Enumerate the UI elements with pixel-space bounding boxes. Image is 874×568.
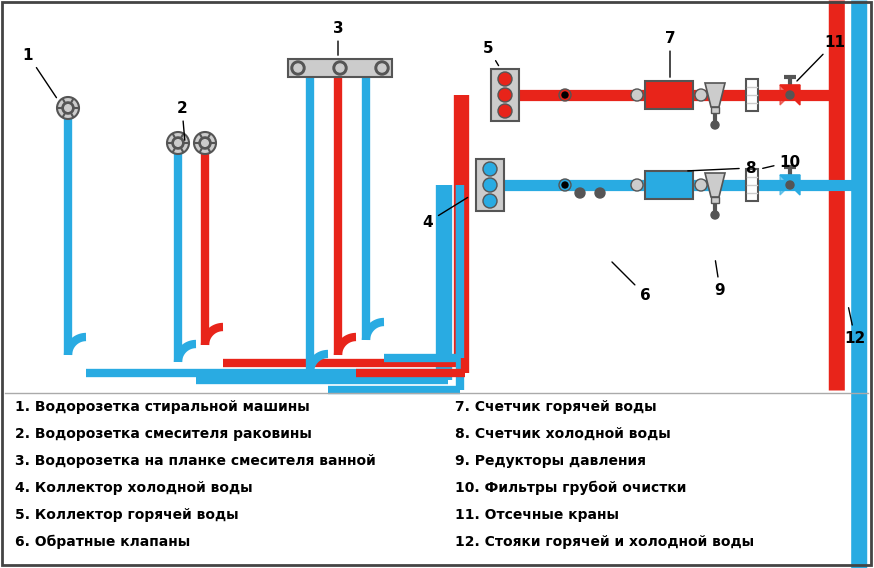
Text: 10. Фильтры грубой очистки: 10. Фильтры грубой очистки: [455, 481, 686, 495]
Circle shape: [333, 61, 347, 75]
Bar: [711, 197, 719, 203]
Polygon shape: [705, 173, 725, 197]
Circle shape: [483, 178, 497, 192]
Circle shape: [172, 137, 184, 149]
Circle shape: [175, 140, 181, 147]
Polygon shape: [780, 175, 800, 195]
Circle shape: [336, 64, 344, 72]
Circle shape: [562, 92, 568, 98]
Circle shape: [378, 64, 386, 72]
Bar: [476, 159, 504, 211]
Bar: [288, 59, 392, 77]
Text: 9. Редукторы давления: 9. Редукторы давления: [455, 454, 646, 468]
Text: 5: 5: [482, 40, 498, 66]
Circle shape: [786, 91, 794, 99]
Polygon shape: [780, 85, 800, 105]
Polygon shape: [780, 85, 800, 105]
Circle shape: [291, 61, 305, 75]
Bar: [491, 69, 519, 121]
Circle shape: [575, 188, 585, 198]
Circle shape: [294, 64, 302, 72]
Text: 4: 4: [423, 198, 468, 229]
Text: 6. Обратные клапаны: 6. Обратные клапаны: [15, 535, 191, 549]
Text: 6: 6: [612, 262, 650, 303]
Circle shape: [631, 179, 643, 191]
Text: 11. Отсечные краны: 11. Отсечные краны: [455, 508, 619, 522]
Circle shape: [62, 102, 74, 114]
Bar: [711, 107, 719, 113]
Circle shape: [498, 72, 512, 86]
Circle shape: [559, 179, 571, 191]
Text: 3. Водорозетка на планке смесителя ванной: 3. Водорозетка на планке смесителя ванно…: [15, 454, 376, 468]
Circle shape: [631, 89, 643, 101]
Circle shape: [167, 132, 189, 154]
Text: 3: 3: [333, 20, 343, 55]
Text: 12. Стояки горячей и холодной воды: 12. Стояки горячей и холодной воды: [455, 535, 754, 549]
Bar: [645, 81, 693, 109]
Circle shape: [375, 61, 389, 75]
Circle shape: [498, 88, 512, 102]
Bar: [746, 79, 758, 111]
Text: 1. Водорозетка стиральной машины: 1. Водорозетка стиральной машины: [15, 400, 309, 414]
Text: 1: 1: [23, 48, 57, 98]
Text: 11: 11: [797, 35, 845, 81]
Text: 5. Коллектор горячей воды: 5. Коллектор горячей воды: [15, 508, 239, 522]
Circle shape: [711, 211, 719, 219]
Circle shape: [595, 188, 605, 198]
Circle shape: [711, 121, 719, 129]
Text: 10: 10: [763, 154, 801, 169]
Circle shape: [498, 104, 512, 118]
Text: 7. Счетчик горячей воды: 7. Счетчик горячей воды: [455, 400, 656, 414]
Text: 7: 7: [665, 31, 676, 77]
Circle shape: [199, 137, 211, 149]
Circle shape: [786, 181, 794, 189]
Polygon shape: [705, 83, 725, 107]
Text: 2: 2: [177, 101, 187, 140]
Circle shape: [483, 194, 497, 208]
Bar: [746, 169, 758, 201]
Circle shape: [483, 162, 497, 176]
Circle shape: [559, 89, 571, 101]
Polygon shape: [780, 175, 800, 195]
Circle shape: [695, 179, 707, 191]
Text: 4. Коллектор холодной воды: 4. Коллектор холодной воды: [15, 481, 253, 495]
Circle shape: [562, 182, 568, 188]
Circle shape: [65, 105, 72, 111]
Circle shape: [194, 132, 216, 154]
Circle shape: [202, 140, 208, 147]
Text: 2. Водорозетка смесителя раковины: 2. Водорозетка смесителя раковины: [15, 427, 312, 441]
Text: 12: 12: [844, 308, 865, 345]
Circle shape: [57, 97, 79, 119]
Bar: [645, 171, 693, 199]
Circle shape: [695, 89, 707, 101]
Text: 8. Счетчик холодной воды: 8. Счетчик холодной воды: [455, 427, 670, 441]
Text: 8: 8: [688, 161, 755, 176]
Text: 9: 9: [715, 261, 725, 298]
